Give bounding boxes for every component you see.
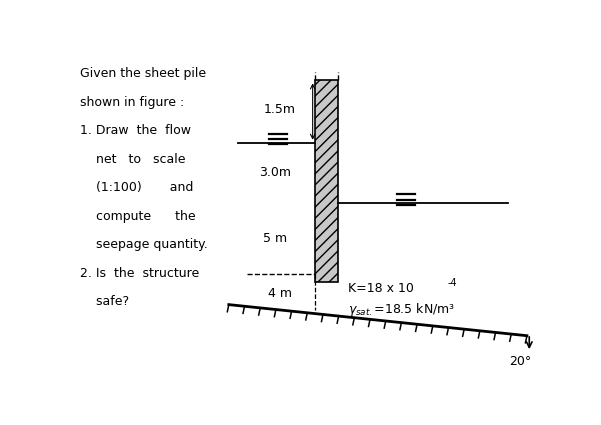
Text: seepage quantity.: seepage quantity. bbox=[80, 238, 207, 251]
Text: net   to   scale: net to scale bbox=[80, 153, 185, 166]
Text: 2. Is  the  structure: 2. Is the structure bbox=[80, 266, 199, 280]
Text: 1.5m: 1.5m bbox=[264, 103, 296, 116]
Text: Given the sheet pile: Given the sheet pile bbox=[80, 68, 206, 80]
Text: compute      the: compute the bbox=[80, 210, 195, 223]
Text: 3.0m: 3.0m bbox=[260, 167, 291, 179]
Text: 4 m: 4 m bbox=[268, 287, 292, 300]
Text: shown in figure :: shown in figure : bbox=[80, 96, 184, 109]
Text: safe?: safe? bbox=[80, 295, 129, 308]
Text: $\gamma_{sat.}$=18.5 kN/m³: $\gamma_{sat.}$=18.5 kN/m³ bbox=[347, 301, 455, 318]
Text: K=18 x 10: K=18 x 10 bbox=[347, 282, 413, 295]
Text: 20°: 20° bbox=[509, 355, 531, 368]
Text: -4: -4 bbox=[448, 278, 457, 288]
Text: (1:100)       and: (1:100) and bbox=[80, 181, 193, 194]
Text: 1. Draw  the  flow: 1. Draw the flow bbox=[80, 124, 191, 137]
Text: 5 m: 5 m bbox=[263, 232, 287, 245]
Bar bbox=[315, 80, 338, 282]
